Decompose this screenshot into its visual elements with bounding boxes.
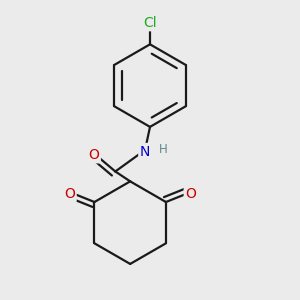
Text: O: O — [64, 187, 75, 201]
Text: N: N — [140, 145, 150, 158]
Text: O: O — [185, 187, 196, 201]
Text: O: O — [88, 148, 99, 162]
Text: Cl: Cl — [143, 16, 157, 30]
Text: H: H — [159, 143, 168, 156]
